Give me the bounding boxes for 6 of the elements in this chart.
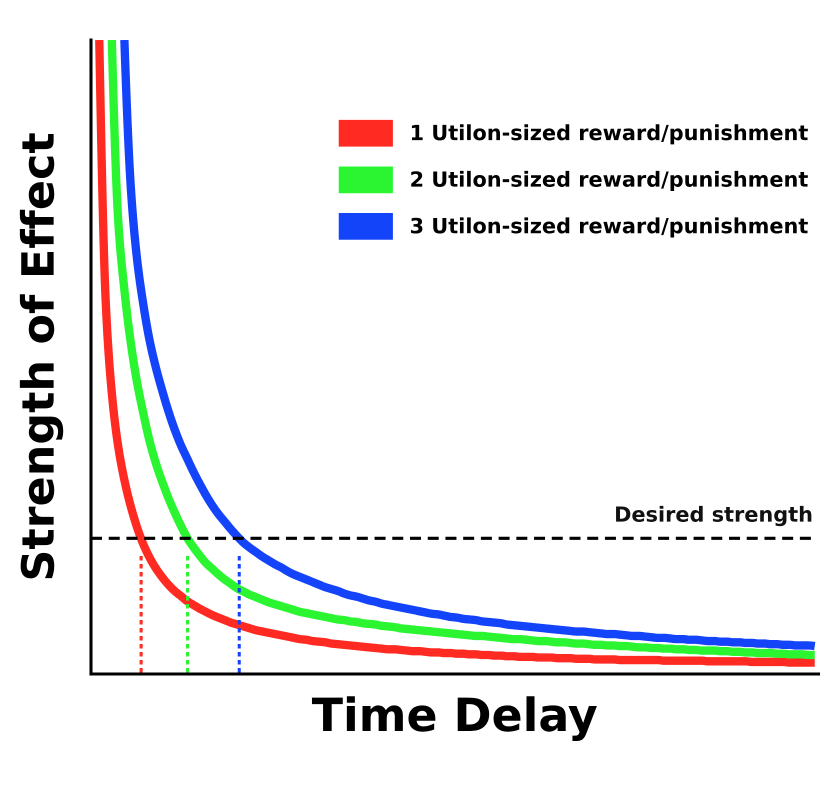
y-axis-title: Strength of Effect [20, 133, 64, 578]
legend-label: 1 Utilon-sized reward/punishment [412, 124, 808, 144]
legend-label: 2 Utilon-sized reward/punishment [411, 170, 808, 191]
ref-line-label: Desired strength [616, 506, 812, 526]
x-axis-title: Time Delay [312, 696, 597, 741]
legend-label: 3 Utilon-sized reward/punishment [410, 217, 808, 238]
